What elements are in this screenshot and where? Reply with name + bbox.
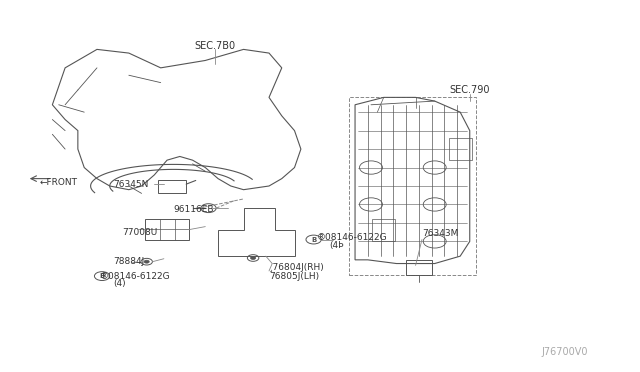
Text: SEC.7B0: SEC.7B0 (195, 41, 236, 51)
Text: 78884J: 78884J (113, 257, 144, 266)
Text: SEC.790: SEC.790 (449, 85, 490, 95)
Bar (145, 219, 189, 240)
Text: ®08146-6122G: ®08146-6122G (100, 272, 171, 281)
Text: ¸76804J(RH): ¸76804J(RH) (269, 263, 324, 272)
Text: 76345N: 76345N (113, 180, 148, 189)
Circle shape (250, 257, 255, 260)
Text: B: B (311, 237, 316, 243)
Text: J76700V0: J76700V0 (541, 347, 588, 357)
Text: ®08146-6122G: ®08146-6122G (317, 233, 387, 242)
Bar (349, 97, 476, 275)
Text: 76343M: 76343M (422, 230, 458, 238)
Text: 76805J(LH): 76805J(LH) (269, 272, 319, 281)
Text: B: B (99, 273, 105, 279)
Text: ←FRONT: ←FRONT (40, 178, 77, 187)
Bar (372, 219, 395, 241)
Text: (4Þ: (4Þ (330, 241, 344, 250)
Bar (157, 180, 186, 193)
Text: (4): (4) (113, 279, 125, 288)
Bar (406, 260, 431, 275)
Bar (449, 138, 472, 160)
Text: 77008U: 77008U (122, 228, 157, 237)
Text: 96116EB: 96116EB (173, 205, 214, 215)
Circle shape (144, 260, 149, 263)
